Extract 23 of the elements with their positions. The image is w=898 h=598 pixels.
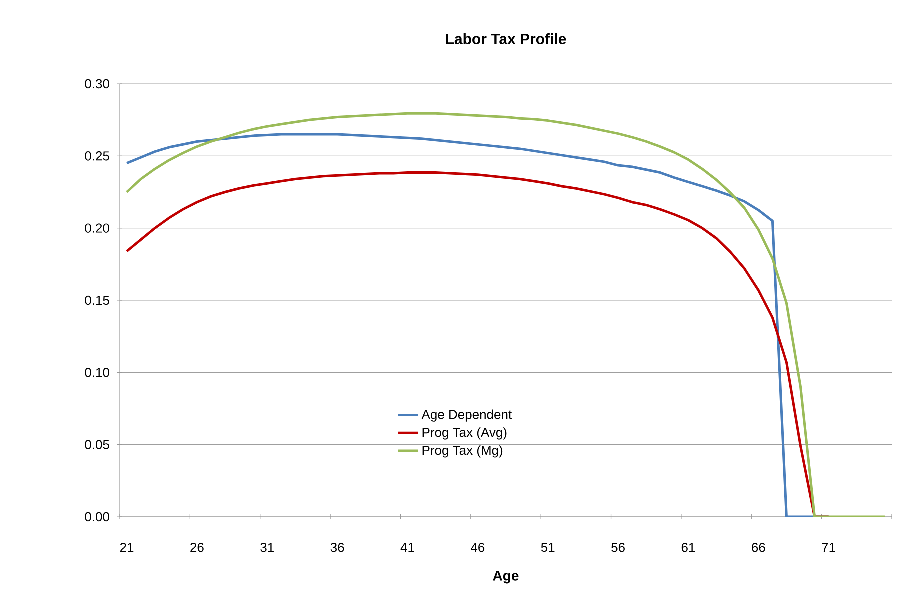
x-tick-label: 71 [822,543,836,552]
x-tick-label: 61 [682,543,696,552]
y-tick-label: 0.20 [85,224,110,233]
x-tick-label: 56 [612,543,625,552]
y-tick-label: 0.10 [85,368,110,378]
legend-label: Age Dependent [422,410,512,422]
y-tick-label: 0.05 [85,440,110,450]
x-tick-label: 21 [120,543,134,552]
y-tick-label: 0.15 [85,296,110,306]
y-tick-label: 0.25 [85,152,110,161]
chart-title: Labor Tax Profile [446,33,566,44]
x-tick-label: 51 [541,543,555,552]
y-tick-label: 0.00 [85,512,110,522]
x-tick-label: 31 [260,543,274,552]
legend-label: Prog Tax (Mg) [422,446,503,458]
x-tick-label: 41 [400,543,414,552]
x-tick-label: 66 [752,543,766,552]
legend-label: Prog Tax (Avg) [422,428,507,440]
x-axis-title: Age [493,571,519,584]
x-tick-label: 26 [190,543,204,552]
x-tick-label: 36 [330,543,344,552]
y-tick-label: 0.30 [85,79,110,89]
x-tick-label: 46 [470,543,485,552]
